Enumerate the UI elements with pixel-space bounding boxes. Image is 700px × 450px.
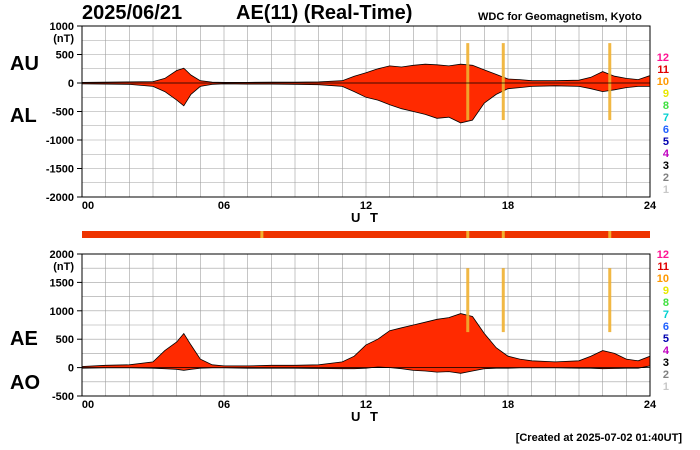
y-tick-label: 500 (56, 334, 74, 346)
y-tick-label: -2000 (46, 192, 74, 204)
station-legend-12: 12 (657, 249, 669, 261)
station-legend-11: 11 (657, 64, 669, 76)
date-title: 2025/06/21 (82, 2, 183, 24)
y-tick-label: 2000 (50, 249, 74, 261)
station-legend-10: 10 (657, 76, 669, 88)
station-legend-7: 7 (663, 309, 669, 321)
station-count-mark (260, 231, 264, 238)
x-tick-label: 12 (360, 399, 372, 411)
series-label-ae: AE (10, 328, 38, 350)
x-tick-label: 00 (82, 399, 94, 411)
gap-mark (501, 43, 505, 121)
x-tick-label: 06 (218, 399, 230, 411)
station-legend-4: 4 (663, 148, 670, 160)
station-legend-8: 8 (663, 297, 669, 309)
station-legend-1: 1 (663, 381, 669, 393)
series-label-al: AL (10, 105, 37, 127)
station-legend-5: 5 (663, 136, 669, 148)
y-tick-label: 1000 (50, 306, 74, 318)
station-count-mark (466, 231, 470, 238)
x-tick-label: 12 (360, 200, 372, 212)
gap-mark (466, 268, 470, 333)
x-axis-label: U T (351, 210, 381, 225)
x-tick-label: 18 (502, 399, 514, 411)
x-tick-label: 24 (644, 200, 657, 212)
y-tick-label: 0 (68, 363, 74, 375)
station-legend-6: 6 (663, 321, 669, 333)
station-legend-5: 5 (663, 333, 669, 345)
station-legend-3: 3 (663, 357, 669, 369)
y-axis-label: (nT) (53, 33, 74, 45)
station-count-bar (82, 231, 650, 238)
y-tick-label: 500 (56, 50, 74, 62)
station-legend-11: 11 (657, 261, 669, 273)
x-tick-label: 24 (644, 399, 657, 411)
gap-mark (501, 268, 505, 333)
gap-mark (466, 43, 470, 121)
series-label-au: AU (10, 53, 39, 75)
y-tick-label: -500 (52, 107, 74, 119)
station-legend-1: 1 (663, 184, 669, 196)
station-count-mark (501, 231, 505, 238)
y-tick-label: 1000 (50, 21, 74, 33)
created-timestamp: [Created at 2025-07-02 01:40UT] (515, 432, 682, 444)
station-legend-4: 4 (663, 345, 670, 357)
station-legend-8: 8 (663, 100, 669, 112)
institution-label: WDC for Geomagnetism, Kyoto (478, 11, 642, 23)
x-tick-label: 06 (218, 200, 230, 212)
gap-mark (608, 268, 612, 333)
y-tick-label: 0 (68, 78, 74, 90)
x-tick-label: 00 (82, 200, 94, 212)
gap-mark (608, 43, 612, 121)
station-legend-9: 9 (663, 285, 669, 297)
station-legend-12: 12 (657, 52, 669, 64)
station-legend-2: 2 (663, 369, 669, 381)
station-legend-6: 6 (663, 124, 669, 136)
series-label-ao: AO (10, 372, 40, 394)
y-tick-label: -1500 (46, 164, 74, 176)
station-legend-2: 2 (663, 172, 669, 184)
x-tick-label: 18 (502, 200, 514, 212)
station-legend-10: 10 (657, 273, 669, 285)
station-legend-7: 7 (663, 112, 669, 124)
y-tick-label: -1000 (46, 135, 74, 147)
x-axis-label: U T (351, 409, 381, 424)
station-legend-9: 9 (663, 88, 669, 100)
y-tick-label: -500 (52, 391, 74, 403)
plot-frame (81, 253, 651, 397)
y-axis-label: (nT) (53, 261, 74, 273)
y-tick-label: 1500 (50, 277, 74, 289)
station-legend-3: 3 (663, 160, 669, 172)
station-count-mark (608, 231, 612, 238)
index-title: AE(11) (Real-Time) (236, 2, 413, 24)
